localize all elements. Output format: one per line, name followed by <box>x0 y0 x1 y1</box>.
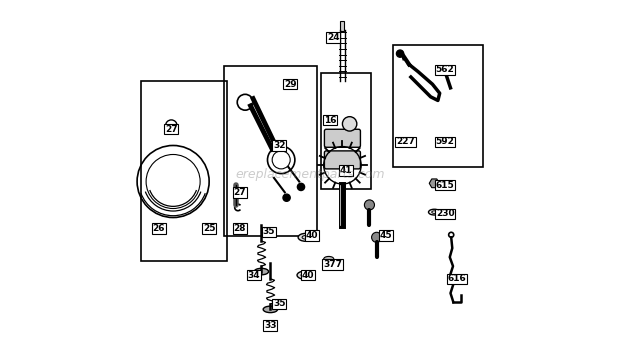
Text: 45: 45 <box>379 231 392 240</box>
Text: 616: 616 <box>448 274 466 283</box>
Ellipse shape <box>443 141 452 146</box>
Circle shape <box>283 194 290 201</box>
Text: 27: 27 <box>234 188 246 197</box>
Bar <box>340 21 344 31</box>
Text: 615: 615 <box>436 181 454 189</box>
Text: 26: 26 <box>153 224 165 233</box>
Circle shape <box>298 183 304 191</box>
Text: 28: 28 <box>234 224 246 233</box>
Text: 33: 33 <box>264 321 277 330</box>
Text: 25: 25 <box>203 224 215 233</box>
Ellipse shape <box>263 306 278 313</box>
Text: 40: 40 <box>302 271 314 280</box>
Text: 32: 32 <box>273 141 286 150</box>
Text: 40: 40 <box>306 231 318 240</box>
Text: 27: 27 <box>165 125 177 134</box>
Text: 16: 16 <box>324 116 336 125</box>
Text: 592: 592 <box>436 137 454 146</box>
Circle shape <box>342 117 357 131</box>
Text: 34: 34 <box>248 271 260 280</box>
Circle shape <box>396 50 404 57</box>
Polygon shape <box>429 179 440 188</box>
Circle shape <box>371 232 382 242</box>
Bar <box>224 66 317 236</box>
Ellipse shape <box>432 211 437 213</box>
Text: 562: 562 <box>436 65 454 74</box>
Circle shape <box>365 200 374 210</box>
Ellipse shape <box>428 209 440 215</box>
FancyBboxPatch shape <box>324 129 360 147</box>
Text: 29: 29 <box>284 80 296 89</box>
Bar <box>321 73 371 189</box>
Text: 35: 35 <box>262 228 275 236</box>
Text: 41: 41 <box>340 166 352 175</box>
Text: 230: 230 <box>436 209 454 219</box>
Ellipse shape <box>298 233 313 241</box>
FancyBboxPatch shape <box>324 151 360 169</box>
Text: ereplacementparts.com: ereplacementparts.com <box>235 168 385 181</box>
Ellipse shape <box>254 268 268 275</box>
Ellipse shape <box>297 271 312 279</box>
Text: 24: 24 <box>327 33 340 42</box>
Text: 227: 227 <box>396 137 415 146</box>
Text: 377: 377 <box>323 260 342 269</box>
Text: 35: 35 <box>273 299 286 309</box>
Ellipse shape <box>445 143 450 145</box>
Ellipse shape <box>324 256 334 261</box>
Bar <box>393 45 483 167</box>
Bar <box>141 81 227 261</box>
